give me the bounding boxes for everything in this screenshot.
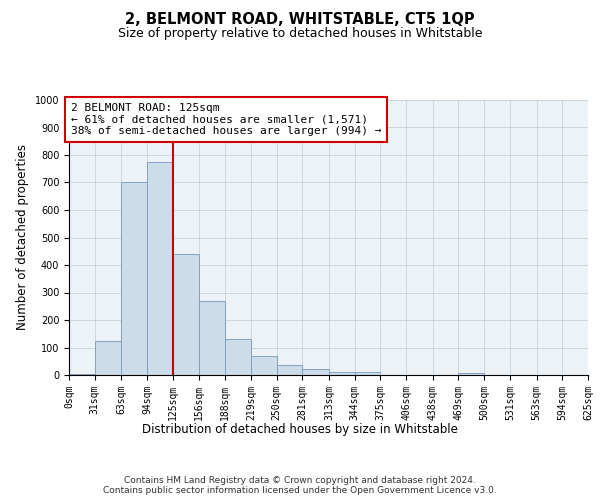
Bar — [225, 339, 251, 375]
Bar — [121, 182, 147, 375]
Text: 2, BELMONT ROAD, WHITSTABLE, CT5 1QP: 2, BELMONT ROAD, WHITSTABLE, CT5 1QP — [125, 12, 475, 28]
Bar — [302, 369, 329, 375]
Y-axis label: Number of detached properties: Number of detached properties — [16, 144, 29, 330]
Bar — [355, 372, 380, 375]
Text: Size of property relative to detached houses in Whitstable: Size of property relative to detached ho… — [118, 28, 482, 40]
Bar — [69, 374, 95, 375]
Bar — [173, 254, 199, 375]
Bar — [147, 162, 173, 375]
Bar — [277, 364, 302, 375]
Bar — [458, 373, 484, 375]
Bar — [329, 372, 355, 375]
Text: 2 BELMONT ROAD: 125sqm
← 61% of detached houses are smaller (1,571)
38% of semi-: 2 BELMONT ROAD: 125sqm ← 61% of detached… — [71, 103, 381, 136]
Text: Distribution of detached houses by size in Whitstable: Distribution of detached houses by size … — [142, 422, 458, 436]
Text: Contains HM Land Registry data © Crown copyright and database right 2024.
Contai: Contains HM Land Registry data © Crown c… — [103, 476, 497, 495]
Bar — [251, 356, 277, 375]
Bar — [199, 300, 225, 375]
Bar — [95, 340, 121, 375]
